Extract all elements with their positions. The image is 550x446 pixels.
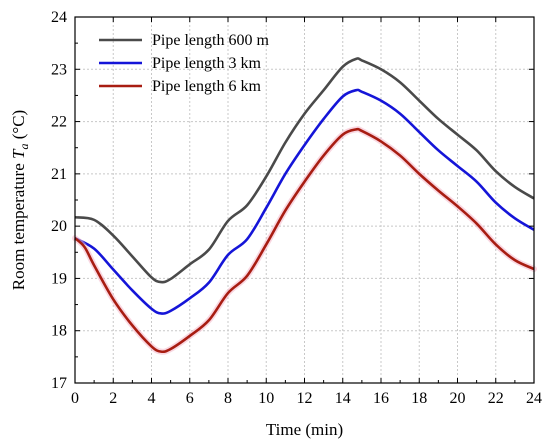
x-tick-label: 20 [450, 390, 466, 407]
x-tick-label: 6 [186, 390, 194, 407]
y-axis-title-sub: a [17, 144, 31, 150]
y-axis-title-prefix: Room temperature [9, 159, 28, 290]
y-tick-label: 17 [51, 375, 67, 392]
x-tick-label: 0 [71, 390, 79, 407]
x-tick-label: 24 [526, 390, 542, 407]
y-tick-label: 21 [51, 166, 67, 183]
series-line-2 [74, 127, 535, 354]
x-tick-label: 16 [373, 390, 389, 407]
y-tick-label: 24 [51, 9, 67, 26]
series-line-1 [74, 88, 535, 315]
axis-ticks [74, 16, 535, 384]
grid [75, 17, 534, 383]
x-tick-label: 14 [335, 390, 351, 407]
x-tick-label: 18 [411, 390, 427, 407]
y-tick-label: 19 [51, 270, 67, 287]
x-tick-label: 2 [109, 390, 117, 407]
legend: Pipe length 600 m Pipe length 3 km Pipe le… [99, 32, 269, 95]
series-line-0 [74, 57, 535, 284]
y-tick-label: 22 [51, 114, 67, 131]
legend-label-2: Pipe length 6 km [152, 78, 261, 95]
x-tick-label: 12 [297, 390, 313, 407]
x-tick-label: 10 [258, 390, 274, 407]
legend-label-0: Pipe length 600 m [152, 32, 269, 49]
x-tick-label: 4 [148, 390, 156, 407]
y-tick-label: 20 [51, 218, 67, 235]
series-layer [72, 57, 537, 355]
y-axis-title: Room temperature Ta (°C) [9, 110, 31, 290]
y-tick-label: 18 [51, 323, 67, 340]
y-axis-title-unit: (°C) [9, 110, 28, 144]
y-axis-title-var: T [9, 148, 28, 159]
x-tick-label: 22 [488, 390, 504, 407]
x-tick-label: 8 [224, 390, 232, 407]
x-axis-title: Time (min) [266, 420, 343, 439]
y-tick-label: 23 [51, 61, 67, 78]
legend-label-1: Pipe length 3 km [152, 55, 261, 72]
plot-frame [74, 16, 535, 384]
